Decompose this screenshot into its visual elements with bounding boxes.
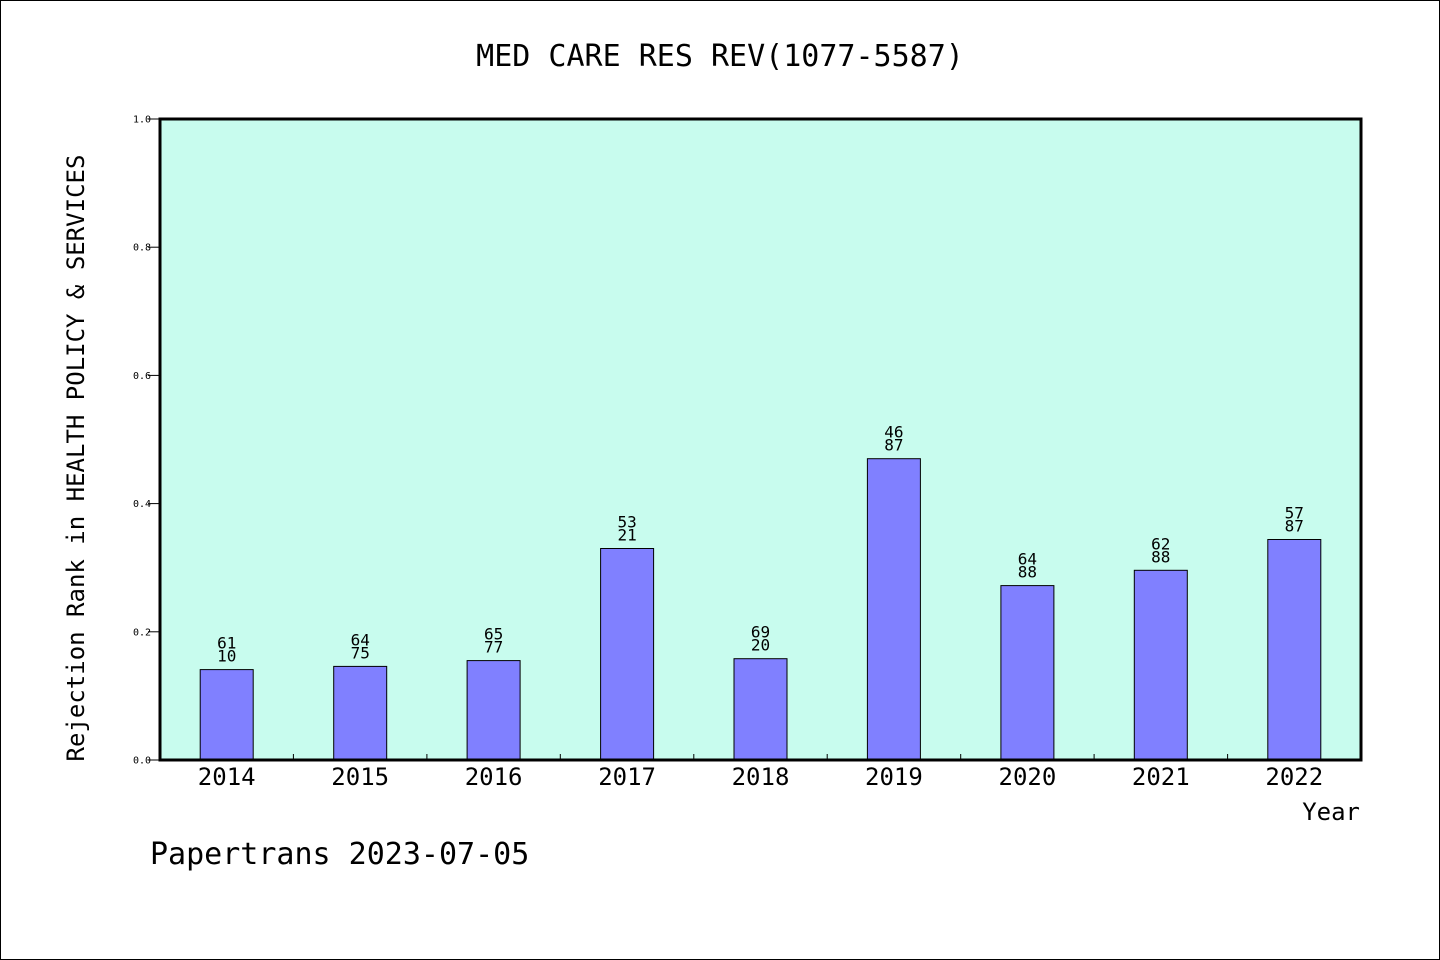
y-tick-label: 0.8 [133,243,151,254]
x-axis-label: Year [1302,798,1360,826]
x-tick-label-2021: 2021 [1132,763,1190,791]
y-tick-label: 0.6 [133,371,151,382]
plot-frame [158,117,1363,762]
data-label-2021-line2: 88 [1151,547,1170,566]
data-label-2021-line1: 62 [1151,534,1170,553]
data-label-2020-line2: 88 [1018,563,1037,582]
x-tick-label-2014: 2014 [198,763,256,791]
bar-2020 [1000,585,1055,761]
data-label-2019-line2: 87 [884,436,903,455]
x-tick-label-2019: 2019 [865,763,923,791]
y-axis: 0.0 0.2 0.4 0.6 0.8 1.0 [133,115,160,767]
x-tick-label-2015: 2015 [331,763,389,791]
y-tick-label: 0.2 [133,627,151,638]
data-label-2015-line1: 64 [351,630,370,649]
data-label-2020-line1: 64 [1018,550,1037,569]
data-label-2015-line2: 75 [351,643,370,662]
data-label-2018-line1: 69 [751,623,770,642]
chart-title: MED CARE RES REV(1077-5587) [476,39,964,74]
bar-2014 [199,669,254,761]
bars-group [199,458,1322,761]
x-tick-label-2017: 2017 [598,763,656,791]
bar-2022 [1267,539,1322,761]
y-tick-label: 1.0 [133,115,151,126]
bar-2017 [600,548,655,761]
x-tick-label-2020: 2020 [999,763,1057,791]
bar-2021 [1133,569,1188,761]
data-label-2016-line1: 65 [484,625,503,644]
bar-2018 [733,658,788,761]
bar-2016 [466,660,521,761]
y-tick-label: 0.0 [133,756,151,767]
y-axis-label: Rejection Rank in HEALTH POLICY & SERVIC… [62,155,90,762]
data-label-2017-line2: 21 [617,526,636,545]
bar-2015 [333,665,388,761]
data-label-2022-line2: 87 [1285,517,1304,536]
data-label-2017-line1: 53 [617,513,636,532]
x-axis: 2014 2015 2016 2017 2018 2019 2020 2021 2022 [198,754,1323,791]
data-label-2022-line1: 57 [1285,504,1304,523]
data-label-2014-line1: 61 [217,634,236,653]
bar-2019 [866,458,921,761]
source-date-label: Papertrans 2023-07-05 [150,837,529,872]
x-tick-label-2018: 2018 [732,763,790,791]
x-tick-label-2022: 2022 [1265,763,1323,791]
x-tick-label-2016: 2016 [465,763,523,791]
y-tick-label: 0.4 [133,499,151,510]
data-label-2019-line1: 46 [884,423,903,442]
data-label-2018-line2: 20 [751,636,770,655]
data-label-2014-line2: 10 [217,647,236,666]
data-label-2016-line2: 77 [484,638,503,657]
